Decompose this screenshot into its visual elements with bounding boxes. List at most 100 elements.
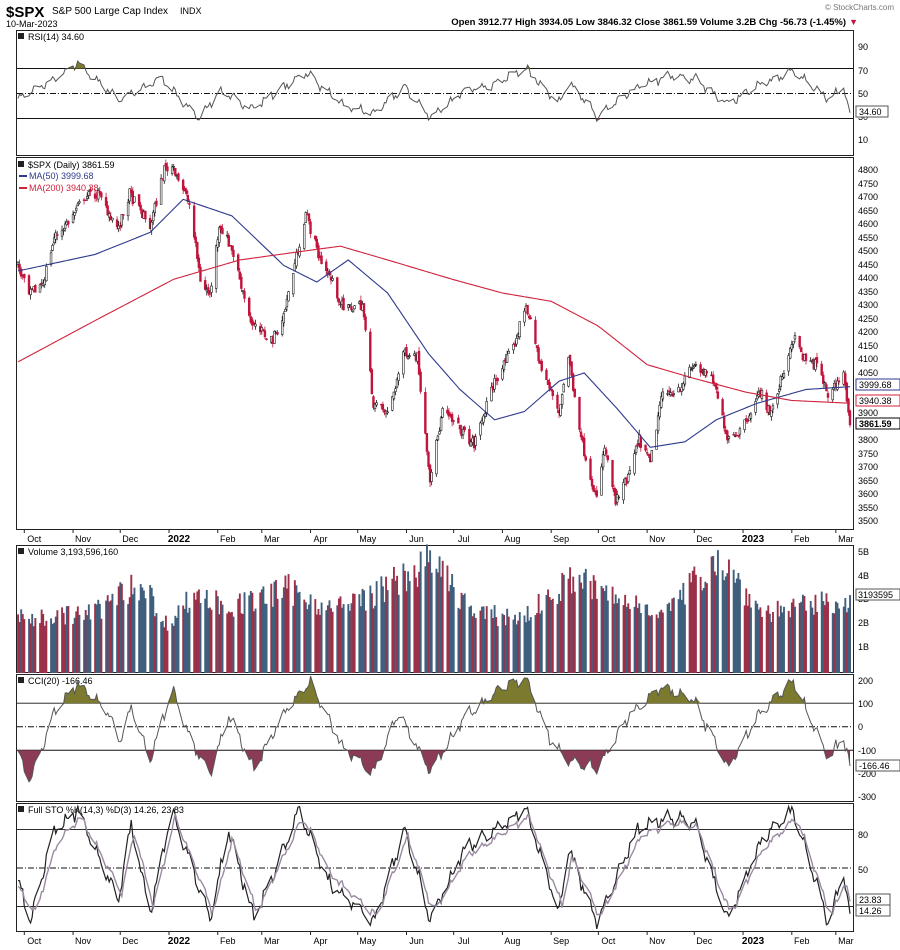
volume-bar [836,602,839,673]
volume-bar [694,574,697,673]
candle-body [711,374,715,384]
volume-bar [537,593,540,673]
candle-body [19,268,23,277]
candle-body [573,388,576,397]
volume-bar [109,600,112,673]
volume-bar [822,601,825,673]
candle-body [600,466,603,496]
volume-bar [53,622,56,673]
candle-body [49,252,53,265]
volume-bar [666,604,669,673]
volume-bar [194,599,197,673]
candle-body [559,403,562,416]
candle-body [733,435,737,438]
candle-body [425,433,429,452]
month-label: Nov [649,936,666,946]
candle-body [595,490,598,497]
candle-body [438,431,441,435]
volume-bar [342,604,345,673]
volume-bar [683,604,686,673]
cci-tick: 100 [858,699,873,709]
candle-body [287,291,290,302]
candle-body [285,299,289,308]
volume-bar [534,615,537,673]
candle-body [639,436,643,448]
volume-bar [657,618,660,673]
candle-body [683,375,687,385]
volume-bar [276,598,279,673]
volume-bar [639,612,642,673]
candle-body [689,368,693,371]
candle-body [373,403,377,409]
volume-bar [186,612,189,673]
volume-bar [781,612,784,673]
candle-body [369,331,372,372]
candle-body [781,376,784,380]
candle-body [592,485,595,492]
index-name: S&P 500 Large Cap Index [52,6,168,17]
candle-body [505,354,509,363]
volume-bar [540,610,543,673]
volume-bar [119,582,122,673]
volume-bar [529,617,532,673]
candle-body [281,320,284,335]
candle-body [73,212,76,216]
candle-body [207,287,210,294]
volume-bar [592,575,595,673]
volume-bar [580,582,583,673]
candle-body [263,330,267,338]
month-label: Jul [458,936,470,946]
volume-bar [660,609,663,673]
cci-oversold-fill [18,750,850,782]
volume-bar [449,585,452,673]
candle-body [688,366,691,379]
price-tick: 4400 [858,273,878,283]
candle-body [726,430,729,441]
volume-bar [232,616,235,673]
volume-bar [778,616,781,673]
sto-k-last-value: 14.26 [859,906,882,916]
candle-body [386,411,389,414]
volume-bar [551,598,554,673]
cci-plot [17,675,851,783]
volume-bar [308,604,310,673]
month-label: Dec [122,936,139,946]
volume-bar [341,607,343,673]
candle-body [667,390,671,393]
volume-bar [42,614,45,673]
candle-body [430,471,433,482]
volume-bar [556,604,559,673]
volume-bar [243,592,246,673]
candle-body [790,344,794,350]
volume-bar [627,603,630,673]
candle-body [62,229,65,232]
sto-tick: 80 [858,830,868,840]
volume-bar [622,605,625,673]
candle-body [381,403,385,410]
sto-d-last-value: 23.83 [859,895,882,905]
candle-body [809,360,812,362]
candle-body [789,347,792,359]
candle-body [243,290,246,299]
cci-tick: 200 [858,676,873,686]
volume-bar [647,615,650,673]
volume-bar [319,614,321,673]
volume-bar [364,610,367,673]
volume-bar [111,593,114,673]
price-tick: 4500 [858,246,878,256]
volume-bar [358,594,361,673]
volume-bar [317,608,320,673]
candle-body [501,368,504,380]
candle-body [666,393,669,395]
volume-bar [594,580,597,673]
candle-body [814,359,817,370]
volume-bar [704,581,707,673]
volume-bar [149,585,152,673]
volume-bar [503,614,505,673]
candle-body [23,274,26,279]
candle-body [540,360,543,371]
candle-body [715,382,718,390]
candle-body [86,196,89,199]
volume-bar [746,605,749,673]
candle-body [74,207,78,211]
